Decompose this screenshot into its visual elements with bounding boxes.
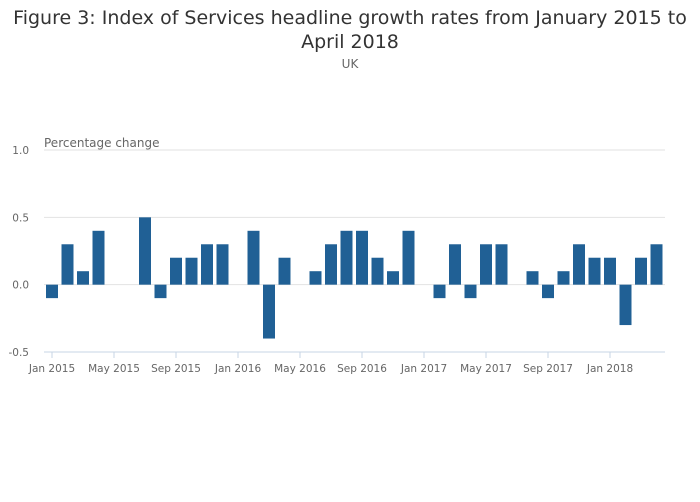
x-tick-label: Jan 2017 (400, 363, 447, 375)
bar (309, 271, 322, 285)
bar (542, 284, 554, 299)
bar (557, 271, 570, 285)
x-tick-label: Jan 2016 (214, 363, 262, 375)
y-tick-label: 0.5 (12, 212, 29, 224)
bar (278, 257, 291, 285)
bar (449, 244, 461, 285)
y-tick-label: 0.0 (12, 280, 29, 292)
bar (650, 244, 663, 285)
bar (480, 244, 492, 285)
chart-subtitle: UK (341, 57, 359, 71)
bar (573, 244, 585, 285)
x-tick-label: May 2015 (88, 363, 140, 375)
bar (635, 257, 647, 285)
bar (61, 244, 74, 285)
y-axis-label: Percentage change (44, 136, 159, 150)
x-tick-label: Jan 2018 (586, 363, 633, 375)
bar (263, 284, 275, 339)
x-tick-label: Sep 2016 (337, 363, 387, 375)
bar (371, 257, 384, 285)
bar (588, 257, 601, 285)
chart-title: Figure 3: Index of Services headline gro… (13, 7, 687, 53)
bar (464, 284, 477, 299)
bar (387, 271, 399, 285)
bar (356, 230, 368, 285)
y-tick-label: -0.5 (9, 347, 30, 359)
bar (526, 271, 539, 285)
bar (139, 217, 151, 285)
bar (325, 244, 337, 285)
bar (185, 257, 198, 285)
bar (604, 257, 616, 285)
bar (247, 230, 260, 285)
x-tick-label: Jan 2015 (28, 363, 75, 375)
x-tick-label: Sep 2017 (523, 363, 573, 375)
bar (170, 257, 182, 285)
x-tick-label: May 2016 (274, 363, 326, 375)
bar (216, 244, 229, 285)
bar (402, 230, 415, 285)
y-tick-label: 1.0 (12, 145, 29, 157)
x-tick-label: Sep 2015 (151, 363, 201, 375)
bar (433, 284, 446, 299)
bar (201, 244, 213, 285)
bar (46, 284, 58, 299)
bar (92, 230, 105, 285)
bar (495, 244, 508, 285)
x-tick-label: May 2017 (460, 363, 512, 375)
bar (340, 230, 353, 285)
bar (77, 271, 89, 285)
bar (154, 284, 167, 299)
bar (619, 284, 632, 326)
